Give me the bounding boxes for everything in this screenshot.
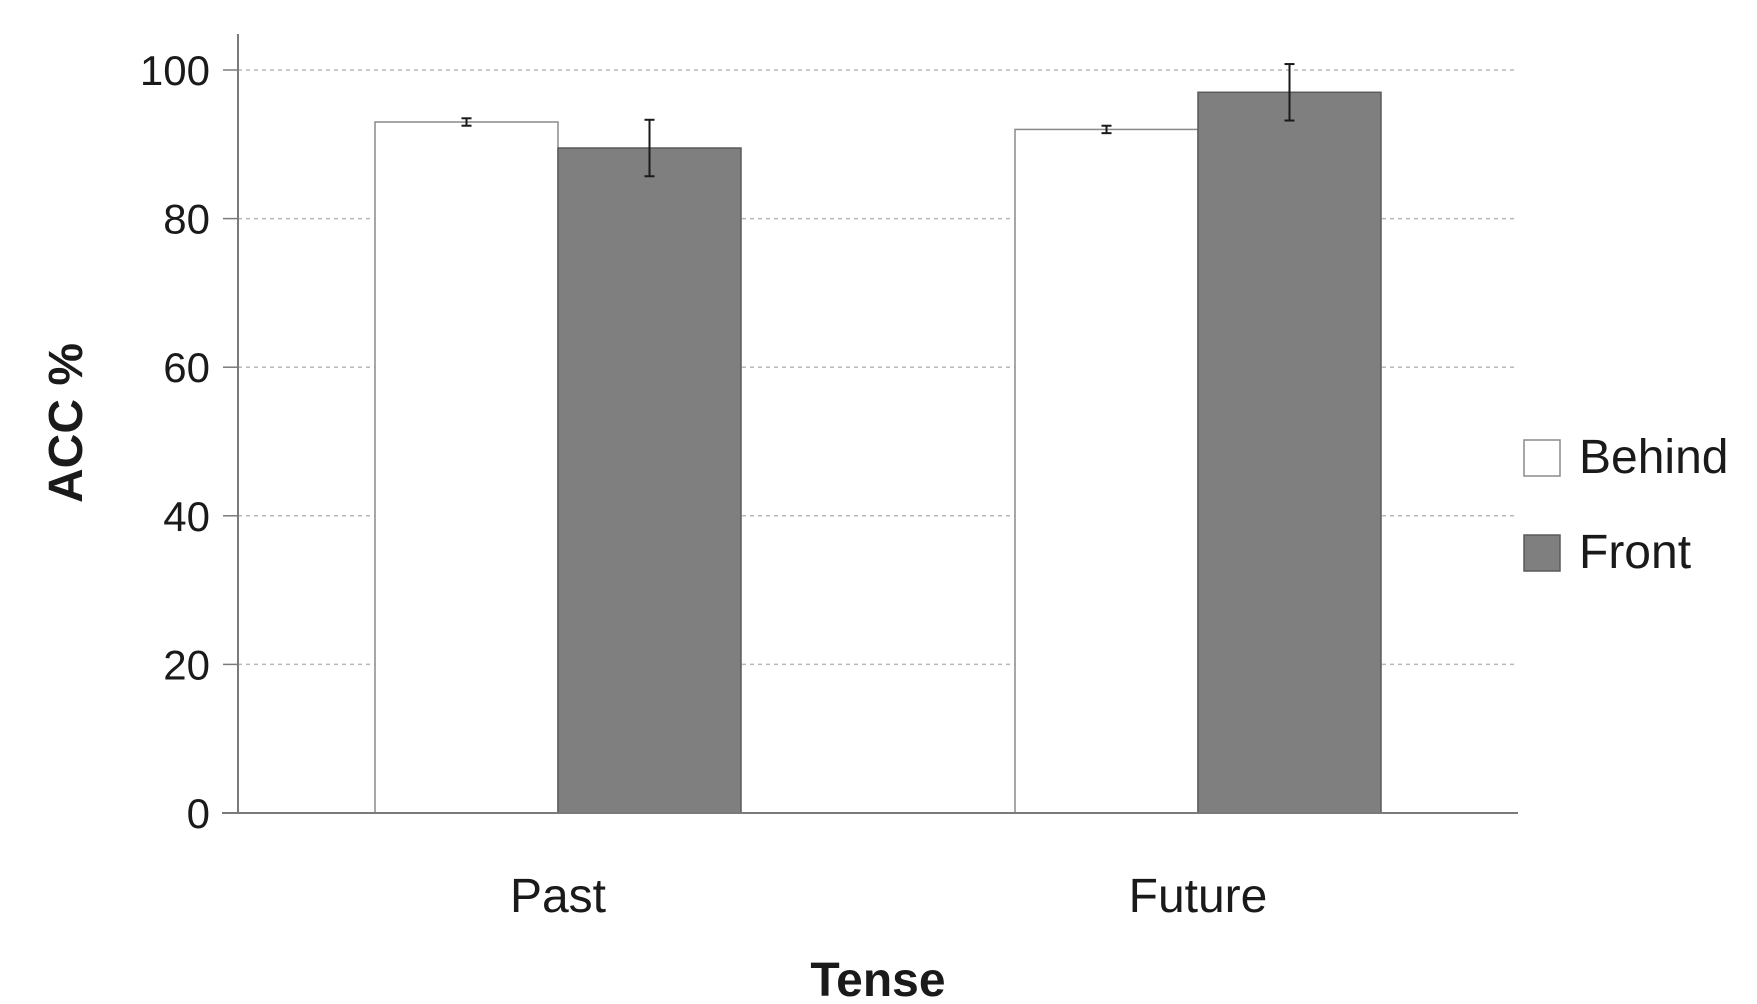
y-axis-title: ACC % — [40, 343, 93, 503]
bar-front-past — [557, 147, 742, 814]
bar-behind-past — [374, 121, 559, 814]
x-axis-title: Tense — [810, 954, 945, 999]
y-tick-label: 40 — [163, 493, 210, 540]
bar-front-future — [1197, 91, 1382, 814]
legend-swatch-front — [1523, 534, 1561, 572]
legend: Behind Front — [1523, 431, 1728, 579]
y-tick-label: 100 — [140, 47, 210, 94]
bar-behind-future — [1014, 128, 1199, 814]
y-tick-label: 20 — [163, 641, 210, 688]
legend-label-front: Front — [1579, 526, 1691, 579]
x-tick-label: Past — [510, 870, 606, 923]
legend-label-behind: Behind — [1579, 431, 1728, 484]
y-tick-label: 0 — [187, 790, 210, 837]
axes-layer — [222, 34, 1518, 814]
x-tick-label: Future — [1129, 870, 1268, 923]
y-tick-label: 60 — [163, 344, 210, 391]
legend-swatch-behind — [1523, 439, 1561, 477]
labels-layer: 0 20 40 60 80 100 Past Future — [140, 47, 1267, 923]
y-tick-label: 80 — [163, 196, 210, 243]
bars-layer — [374, 63, 1382, 814]
